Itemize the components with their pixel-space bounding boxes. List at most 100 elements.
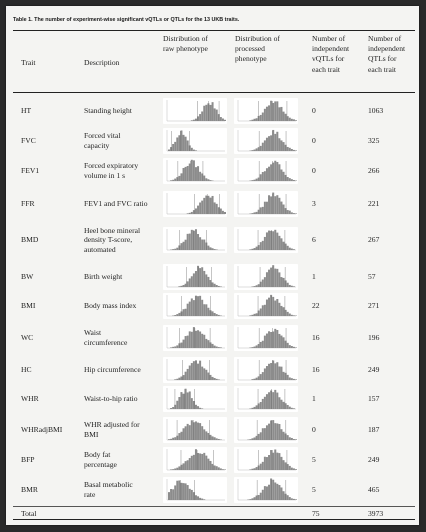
histogram-bar <box>265 201 268 214</box>
raw-phenotype-histogram <box>163 98 227 124</box>
histogram-bar <box>199 237 202 250</box>
histogram-bar <box>205 338 208 348</box>
histogram-bar <box>274 196 277 214</box>
histogram-bar <box>176 435 179 440</box>
histogram-bar <box>174 248 177 250</box>
histogram-bar <box>203 175 206 181</box>
qtl-count-cell: 57 <box>368 272 376 282</box>
processed-phenotype-histogram-svg <box>237 359 297 381</box>
histogram-bar <box>201 111 204 121</box>
histogram-bar <box>255 148 258 151</box>
histogram-bar <box>211 248 214 250</box>
histogram-bar <box>192 422 195 440</box>
histogram-bar <box>251 379 254 380</box>
histogram-bar <box>194 330 197 348</box>
histogram-bar <box>170 147 173 151</box>
histogram-bar <box>219 117 222 121</box>
histogram-bar <box>268 195 271 214</box>
header-bottom-rule <box>13 92 415 93</box>
histogram-bar <box>249 408 252 409</box>
histogram-bar <box>280 201 283 214</box>
histogram-bar <box>174 315 177 316</box>
histogram-bar <box>201 239 204 250</box>
histogram-bar <box>213 437 216 440</box>
histogram-bar <box>219 468 222 470</box>
histogram-bar <box>263 201 266 214</box>
histogram-bar <box>263 236 266 250</box>
histogram-bar <box>205 242 208 250</box>
histogram-bar <box>272 360 275 380</box>
processed-phenotype-histogram <box>234 264 298 290</box>
histogram-bar <box>207 458 210 470</box>
histogram-bar <box>251 438 254 440</box>
description-line: Basal metabolic <box>84 480 133 490</box>
header-processed-distribution: Distribution of processed phenotype <box>235 34 280 64</box>
histogram-bar <box>290 314 293 316</box>
histogram-bar <box>292 315 295 316</box>
histogram-bar <box>215 438 218 440</box>
histogram-bar <box>259 114 262 121</box>
histogram-bar <box>251 150 254 151</box>
histogram-bar <box>211 311 214 316</box>
histogram-bar <box>207 372 210 380</box>
histogram-bar <box>278 302 281 316</box>
vqtl-count-cell: 0 <box>312 425 316 435</box>
histogram-bar <box>259 341 262 348</box>
histogram-bar <box>263 304 266 316</box>
histogram-bar <box>207 179 210 181</box>
histogram-bar <box>265 137 268 151</box>
processed-phenotype-histogram-svg <box>237 265 296 288</box>
qtl-count-cell: 1063 <box>368 106 384 116</box>
histogram-bar <box>295 150 297 151</box>
histogram-bar <box>188 145 191 151</box>
histogram-bar <box>255 118 258 121</box>
histogram-bar <box>180 482 183 500</box>
histogram-bar <box>268 392 271 409</box>
histogram-bar <box>215 109 218 121</box>
histogram-bar <box>257 115 260 121</box>
description-cell: Waist-to-hip ratio <box>84 394 160 404</box>
histogram-bar <box>276 161 279 181</box>
description-line: Waist <box>84 328 102 338</box>
processed-phenotype-histogram <box>234 357 298 383</box>
histogram-bar <box>211 102 214 121</box>
histogram-bar <box>268 136 271 151</box>
histogram-bar <box>270 450 273 470</box>
histogram-bar <box>255 405 258 409</box>
histogram-bar <box>270 478 273 500</box>
histogram-bar <box>219 208 222 214</box>
histogram-bar <box>261 112 264 121</box>
histogram-bar <box>186 140 189 151</box>
histogram-bar <box>270 135 273 151</box>
histogram-bar <box>211 195 214 214</box>
histogram-bar <box>253 179 256 181</box>
histogram-bar <box>286 495 289 500</box>
histogram-bar <box>282 337 285 348</box>
histogram-bar <box>261 461 264 470</box>
histogram-bar <box>190 420 193 440</box>
histogram-bar <box>205 274 208 287</box>
histogram-bar <box>259 401 262 409</box>
histogram-bar <box>251 248 254 250</box>
histogram-bar <box>263 428 266 440</box>
histogram-bar <box>276 392 279 409</box>
histogram-bar <box>249 120 252 121</box>
histogram-bar <box>209 197 212 214</box>
histogram-bar <box>201 299 204 316</box>
histogram-bar <box>261 305 264 316</box>
histogram-bar <box>180 342 183 348</box>
histogram-bar <box>197 116 200 121</box>
histogram-bar <box>186 213 189 214</box>
histogram-bar <box>284 113 287 121</box>
vqtl-count-cell: 0 <box>312 166 316 176</box>
histogram-bar <box>184 166 187 181</box>
trait-cell: BMI <box>21 301 36 311</box>
histogram-bar <box>201 267 204 287</box>
raw-phenotype-histogram <box>163 477 227 503</box>
histogram-bar <box>188 163 191 181</box>
total-qtls: 3973 <box>368 509 384 518</box>
histogram-bar <box>180 431 183 440</box>
histogram-bar <box>290 248 293 250</box>
histogram-bar <box>261 240 264 250</box>
trait-cell: BFP <box>21 455 35 465</box>
